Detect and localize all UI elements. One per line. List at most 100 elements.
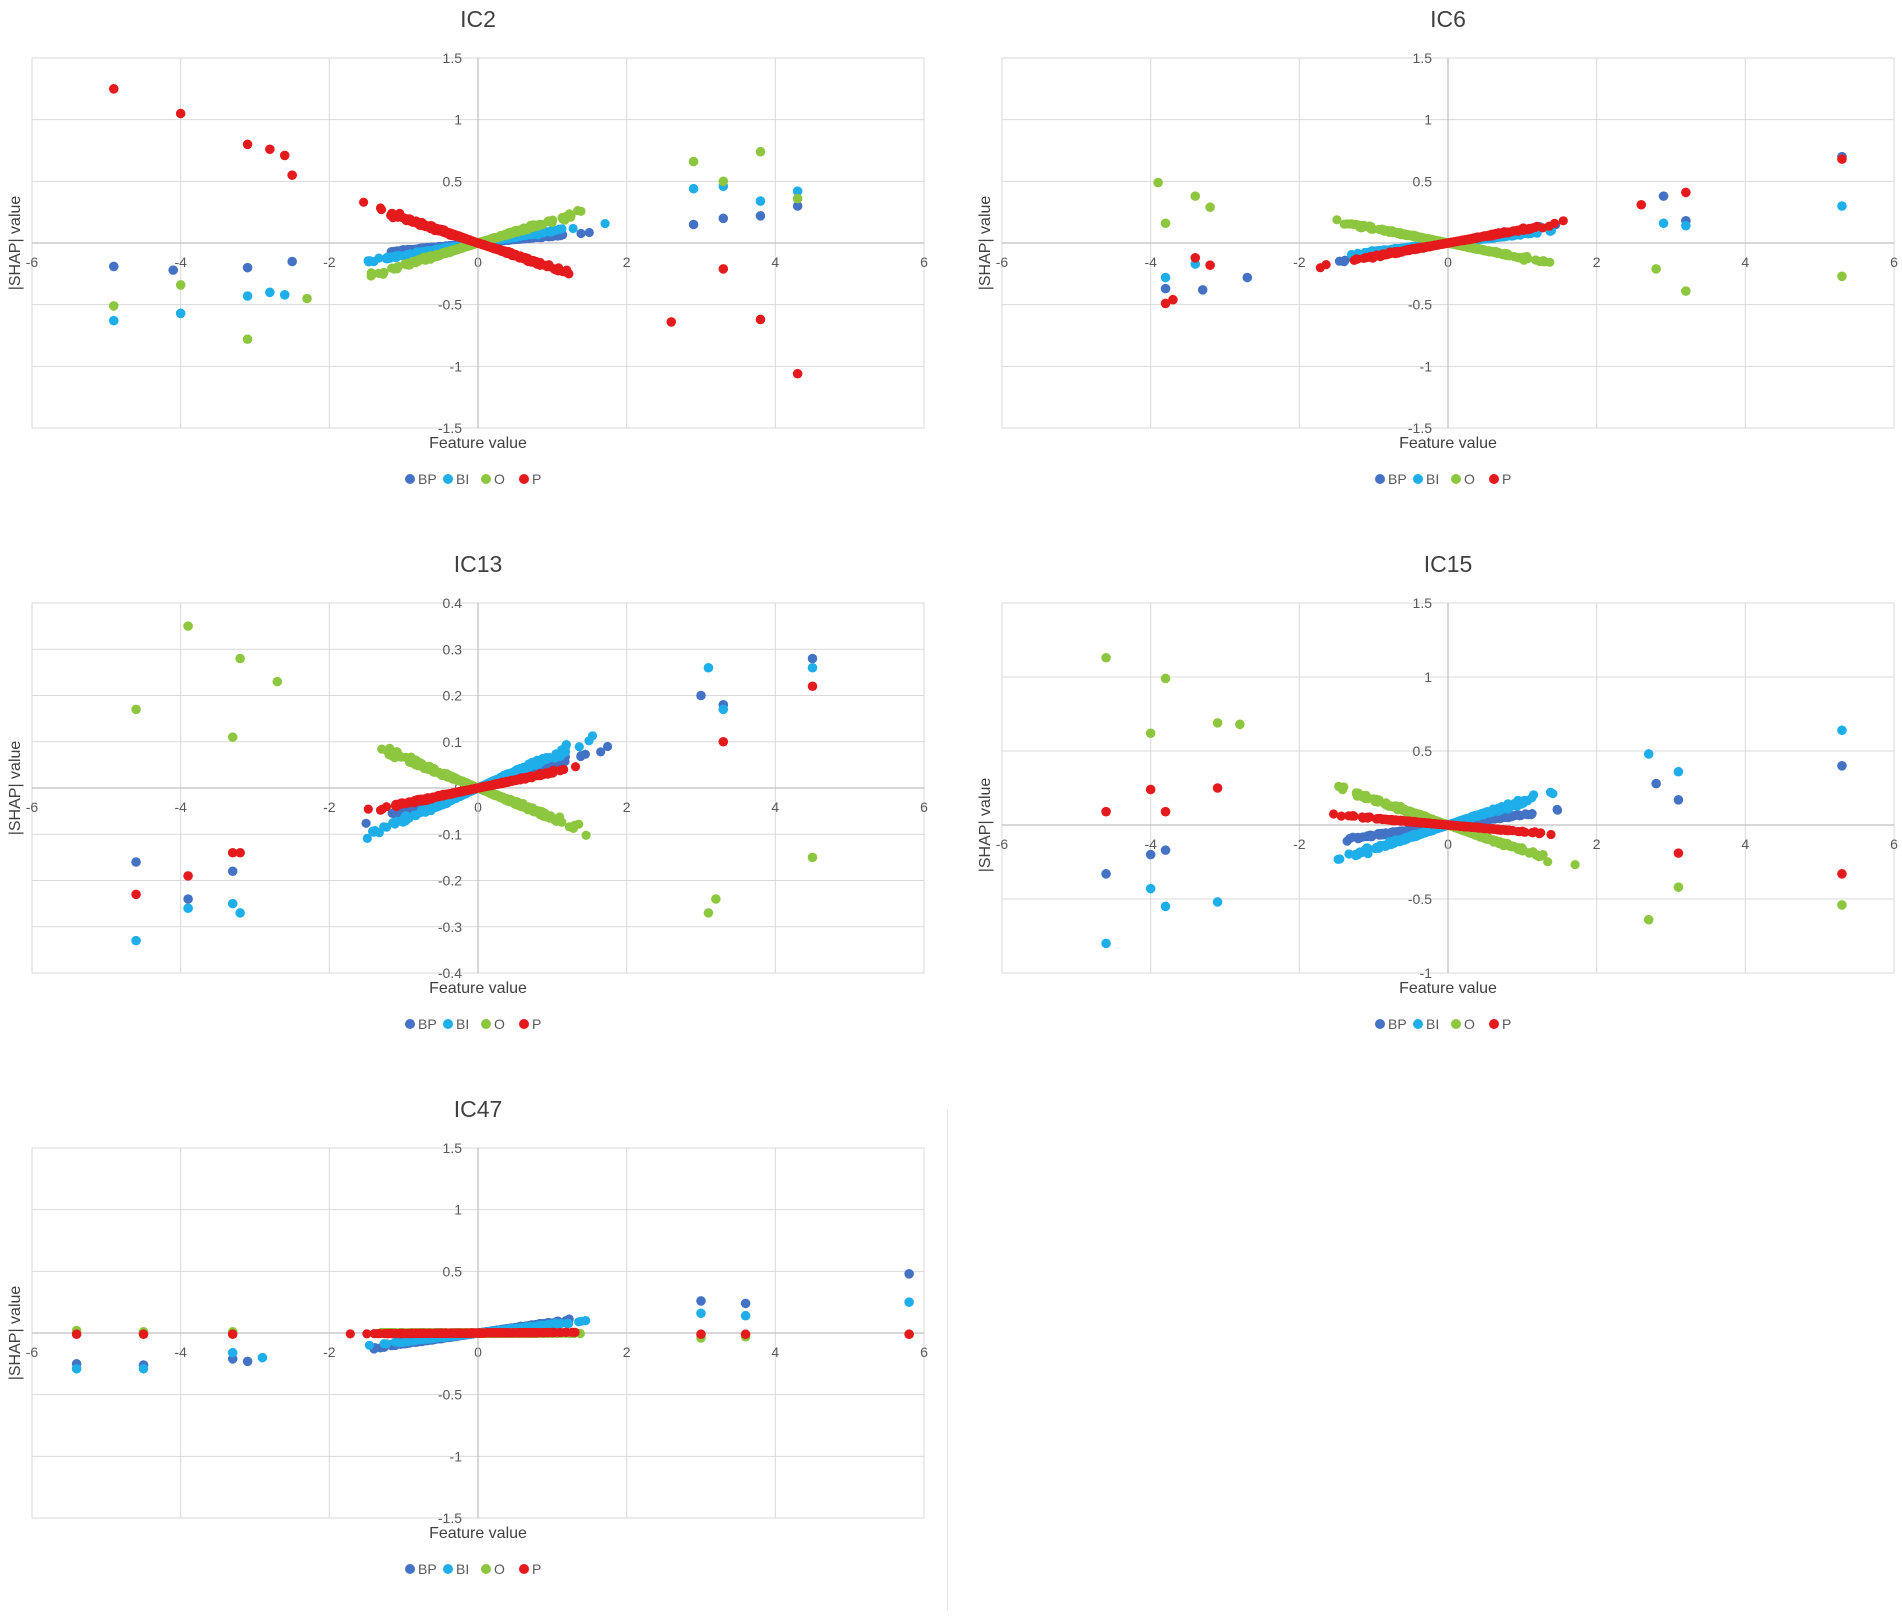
scatter-point-o <box>374 269 383 278</box>
scatter-point-bp <box>1659 191 1669 201</box>
scatter-point-bp <box>756 211 766 221</box>
scatter-point-o <box>405 260 414 269</box>
x-tick-label: -6 <box>996 254 1009 270</box>
scatter-point-o <box>1205 202 1215 212</box>
scatter-point-bp <box>287 257 297 267</box>
scatter-point-bp <box>585 228 594 237</box>
x-tick-label: -2 <box>323 799 336 815</box>
scatter-point-o <box>416 761 425 770</box>
x-tick-label: 6 <box>920 799 928 815</box>
scatter-point-p <box>563 268 572 277</box>
scatter-point-o <box>176 280 186 290</box>
scatter-point-bi <box>555 225 564 234</box>
scatter-point-bi <box>1681 221 1691 231</box>
scatter-point-o <box>438 248 447 257</box>
x-tick-label: 4 <box>771 254 779 270</box>
x-tick-label: 4 <box>771 799 779 815</box>
scatter-point-bi <box>371 826 380 835</box>
chart-svg: IC130.40.30.20.10-0.1-0.2-0.3-0.4-6-4-20… <box>0 545 940 1075</box>
scatter-point-p <box>793 369 803 379</box>
y-axis-title: |SHAP| value <box>7 196 24 291</box>
point-cloud-group <box>359 198 610 281</box>
scatter-point-p <box>386 211 395 220</box>
scatter-point-bi <box>364 257 373 266</box>
scatter-point-o <box>719 177 729 187</box>
scatter-point-o <box>582 831 591 840</box>
chart-title: IC2 <box>460 6 496 32</box>
scatter-point-bi <box>1161 273 1171 283</box>
scatter-point-o <box>542 812 551 821</box>
x-tick-label: -4 <box>1144 254 1157 270</box>
x-tick-label: -4 <box>174 799 187 815</box>
scatter-point-p <box>1545 222 1554 231</box>
y-axis-title: |SHAP| value <box>977 196 994 291</box>
scatter-point-p <box>517 252 526 261</box>
y-tick-label: 1 <box>454 112 462 128</box>
scatter-point-bi <box>280 290 290 300</box>
y-tick-label: -0.5 <box>1408 297 1432 313</box>
scatter-point-p <box>666 317 676 327</box>
scatter-point-o <box>756 147 766 157</box>
legend-marker-bi <box>443 474 453 484</box>
scatter-point-o <box>1837 272 1847 282</box>
scatter-point-o <box>501 794 510 803</box>
scatter-point-bp <box>1198 285 1208 295</box>
scatter-point-p <box>280 151 290 161</box>
scatter-point-o <box>1681 286 1691 296</box>
scatter-point-p <box>1398 246 1407 255</box>
scatter-point-bi <box>544 753 553 762</box>
y-tick-label: 0.1 <box>443 734 463 750</box>
scatter-point-p <box>1636 200 1646 210</box>
x-tick-label: 2 <box>1593 254 1601 270</box>
scatter-point-p <box>1837 154 1847 164</box>
scatter-point-p <box>359 198 368 207</box>
scatter-point-p <box>376 203 385 212</box>
y-tick-label: -1 <box>1420 358 1433 374</box>
scatter-point-bi <box>243 291 253 301</box>
scatter-point-p <box>176 109 186 119</box>
scatter-point-bp <box>576 752 585 761</box>
scatter-point-p <box>448 230 457 239</box>
x-axis-title: Feature value <box>1399 435 1497 452</box>
legend-label-o: O <box>1464 471 1475 487</box>
scatter-point-o <box>1190 191 1200 201</box>
chart-title: IC13 <box>454 551 503 577</box>
scatter-point-bp <box>168 265 178 275</box>
y-tick-label: 1.5 <box>443 50 463 66</box>
scatter-point-o <box>389 748 398 757</box>
scatter-point-o <box>452 775 461 784</box>
scatter-point-p <box>287 170 297 180</box>
scatter-point-bp <box>1161 284 1171 294</box>
y-tick-label: -1.5 <box>1408 420 1432 436</box>
x-tick-label: 6 <box>920 254 928 270</box>
y-tick-label: -1 <box>450 358 463 374</box>
scatter-point-o <box>566 213 575 222</box>
scatter-point-p <box>544 260 553 269</box>
scatter-point-o <box>574 820 583 829</box>
scatter-point-p <box>719 264 729 274</box>
scatter-point-p <box>1528 223 1537 232</box>
scatter-point-p <box>109 84 119 94</box>
scatter-point-o <box>793 194 803 204</box>
scatter-point-p <box>502 249 511 258</box>
y-tick-label: 0.4 <box>443 595 463 611</box>
legend-marker-p <box>1489 474 1499 484</box>
scatter-point-o <box>689 157 699 167</box>
scatter-point-bi <box>689 184 699 194</box>
y-tick-label: 1 <box>1424 112 1432 128</box>
scatter-point-o <box>576 207 585 216</box>
y-tick-label: 1.5 <box>1413 50 1433 66</box>
scatter-point-p <box>1482 231 1491 240</box>
scatter-point-bp <box>603 742 612 751</box>
scatter-point-p <box>426 223 435 232</box>
legend-marker-o <box>481 474 491 484</box>
scatter-point-bp <box>243 263 253 273</box>
scatter-point-bp <box>362 819 371 828</box>
scatter-point-o <box>414 257 423 266</box>
scatter-point-bp <box>576 229 585 238</box>
scatter-point-bi <box>557 745 566 754</box>
legend-label-bi: BI <box>456 471 469 487</box>
